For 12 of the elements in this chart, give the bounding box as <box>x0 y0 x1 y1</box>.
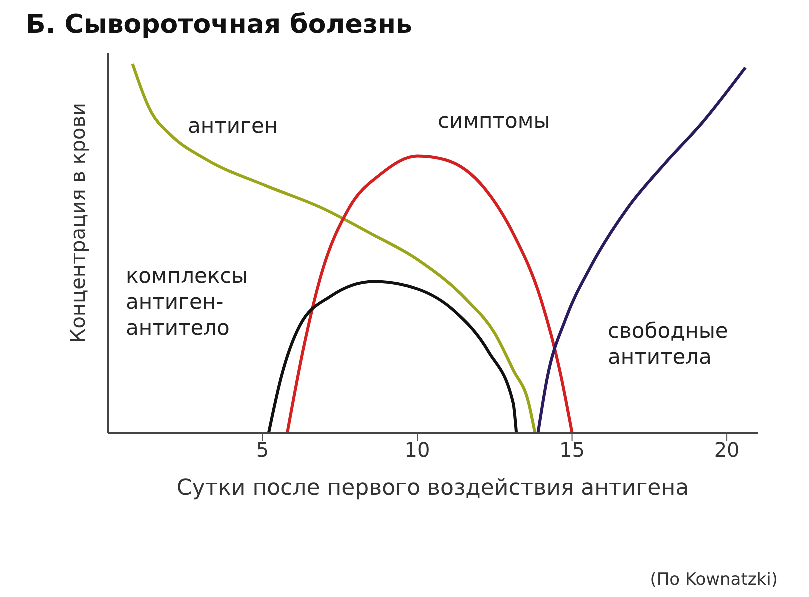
x-tick-label: 20 <box>714 438 740 462</box>
y-axis-title: Концентрация в крови <box>66 102 90 343</box>
series-label: антиген <box>188 113 280 139</box>
x-axis-title: Сутки после первого воздействия антигена <box>176 476 690 501</box>
series-label: симптомы <box>438 108 552 134</box>
text: (По Kownatzki) <box>650 570 778 590</box>
x-tick-label: 5 <box>256 438 270 462</box>
series-label: свободные антитела <box>608 318 730 370</box>
x-tick-label: 15 <box>560 438 586 462</box>
chart-title: Б. Сывороточная болезнь <box>26 10 412 40</box>
text: комплексы антиген-антитело <box>126 263 250 341</box>
x-tick-label: 10 <box>404 438 430 462</box>
